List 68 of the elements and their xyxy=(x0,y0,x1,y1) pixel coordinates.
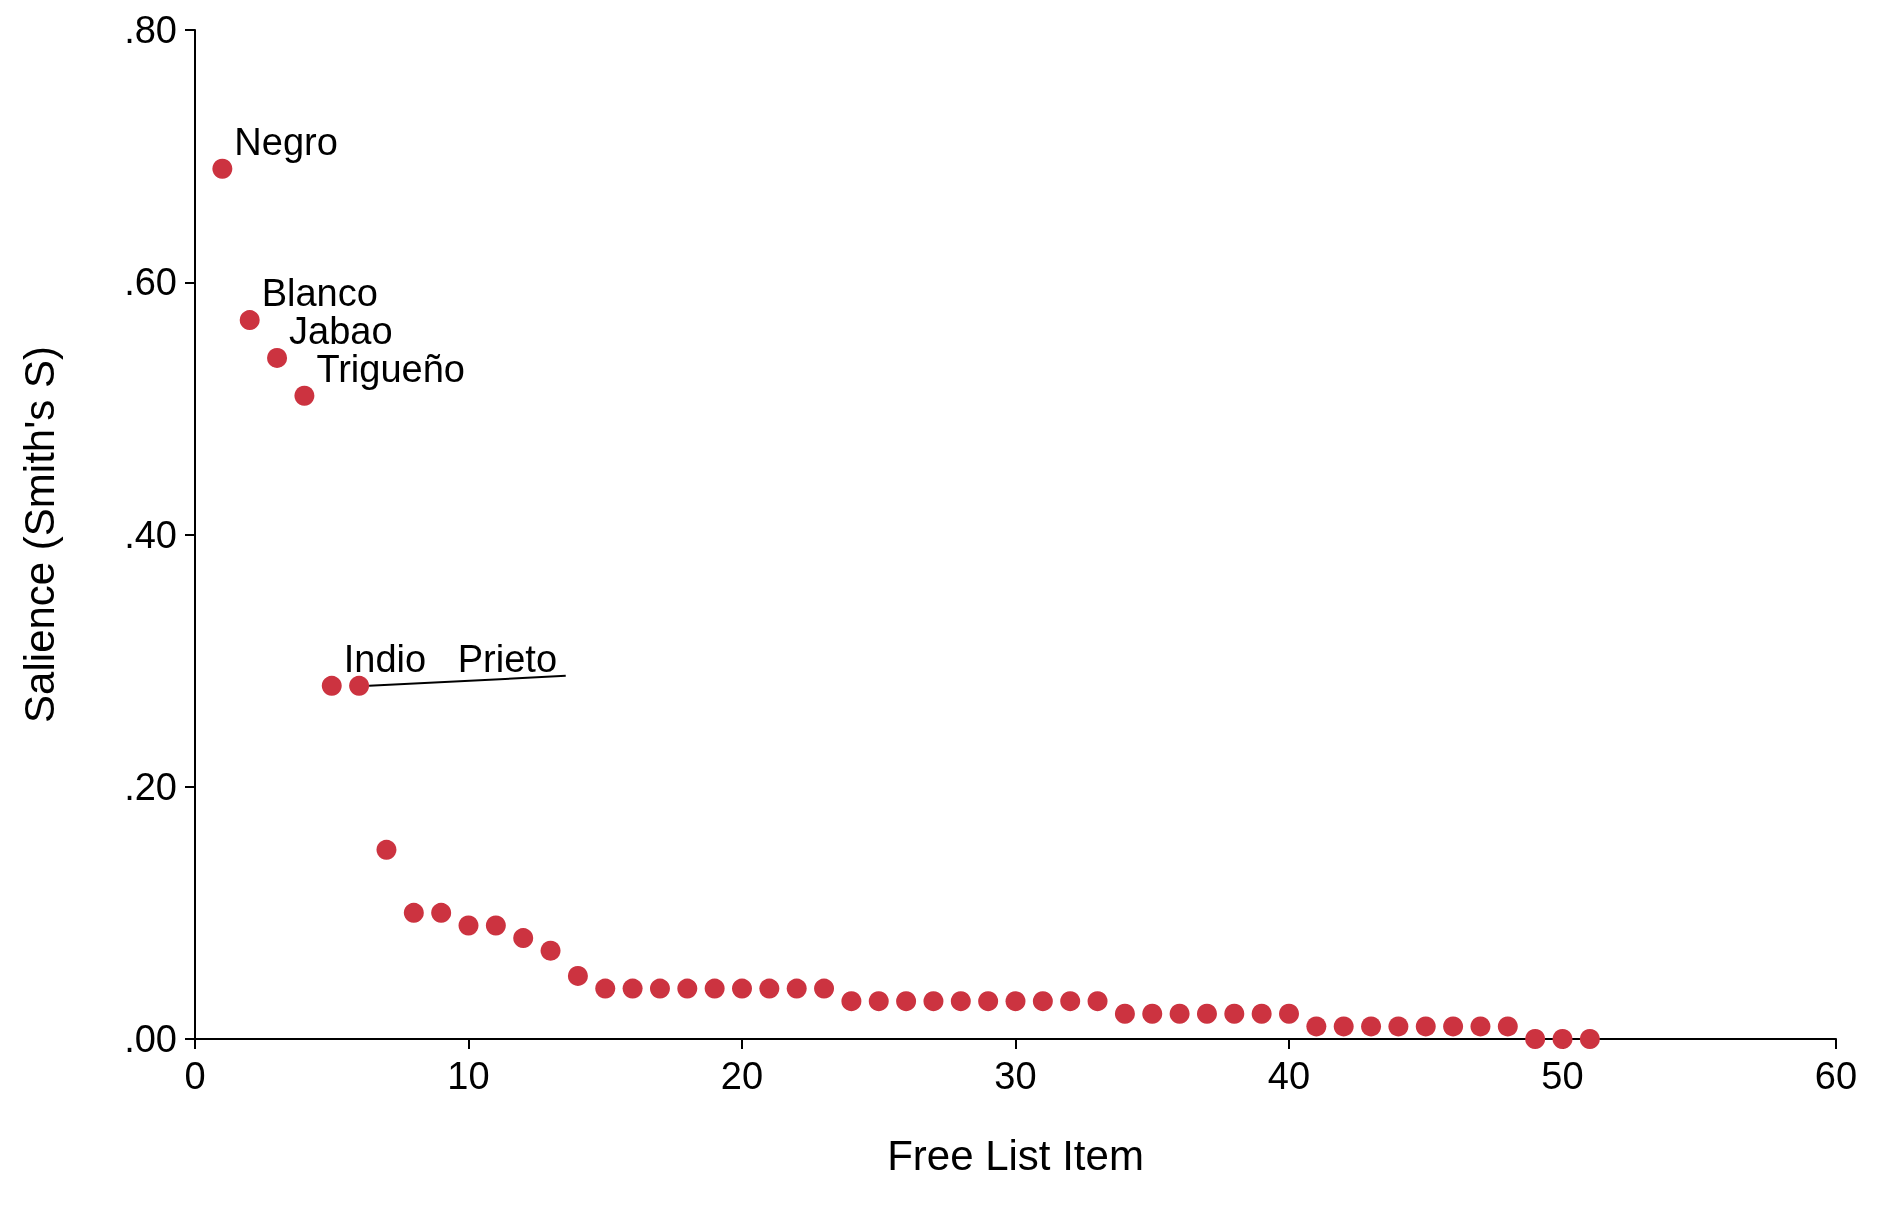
point xyxy=(403,902,424,923)
x-tick-label: 0 xyxy=(184,1055,206,1097)
point xyxy=(759,978,780,999)
point xyxy=(321,675,342,696)
point xyxy=(923,991,944,1012)
x-tick-label: 10 xyxy=(447,1055,490,1097)
point xyxy=(978,991,999,1012)
point xyxy=(267,347,288,368)
point xyxy=(1306,1016,1327,1037)
point xyxy=(1443,1016,1464,1037)
point xyxy=(1224,1003,1245,1024)
point xyxy=(732,978,752,999)
point xyxy=(1497,1016,1518,1037)
point xyxy=(841,991,862,1012)
x-tick-label: 30 xyxy=(994,1055,1037,1097)
x-tick-label: 60 xyxy=(1814,1055,1858,1097)
point xyxy=(458,915,479,936)
y-axis-title: Salience (Smith's S) xyxy=(15,346,63,723)
point xyxy=(513,928,534,949)
point xyxy=(485,915,506,936)
point xyxy=(567,965,588,986)
point xyxy=(1579,1029,1600,1049)
point xyxy=(1196,1003,1217,1024)
point xyxy=(1279,1003,1299,1024)
point xyxy=(1525,1029,1546,1049)
point xyxy=(1552,1029,1573,1049)
y-tick-label: .20 xyxy=(124,765,177,808)
y-tick-label: .80 xyxy=(124,9,177,51)
annotation: Indio xyxy=(343,637,427,680)
point xyxy=(704,978,725,999)
point xyxy=(1470,1016,1491,1037)
point xyxy=(868,991,889,1012)
annotation: Prieto xyxy=(457,637,558,680)
point xyxy=(1005,991,1026,1012)
x-tick-label: 20 xyxy=(720,1055,764,1097)
y-tick-label: .40 xyxy=(124,513,177,556)
point xyxy=(431,902,452,923)
point xyxy=(540,940,561,961)
point xyxy=(294,385,315,406)
point xyxy=(1333,1016,1354,1037)
x-tick-label: 50 xyxy=(1541,1055,1584,1097)
point xyxy=(677,978,698,999)
point xyxy=(1114,1003,1135,1024)
point xyxy=(239,310,260,331)
point xyxy=(595,978,616,999)
point xyxy=(1388,1016,1409,1037)
point xyxy=(814,978,835,999)
point xyxy=(349,675,370,696)
point xyxy=(1087,991,1108,1012)
y-tick-label: .00 xyxy=(124,1018,177,1060)
point xyxy=(212,158,233,179)
point xyxy=(376,839,397,860)
point xyxy=(950,991,971,1012)
x-axis-title: Free List Item xyxy=(887,1131,1144,1179)
point xyxy=(622,978,643,999)
point xyxy=(649,978,670,999)
x-tick-label: 40 xyxy=(1267,1055,1311,1097)
point xyxy=(1032,991,1053,1012)
point xyxy=(1361,1016,1382,1037)
annotation: Negro xyxy=(234,120,338,163)
point xyxy=(1060,991,1081,1012)
point xyxy=(896,991,917,1012)
point xyxy=(1169,1003,1190,1024)
point xyxy=(786,978,807,999)
point xyxy=(1251,1003,1272,1024)
point xyxy=(1142,1003,1163,1024)
y-tick-label: .60 xyxy=(124,261,177,304)
point xyxy=(1415,1016,1436,1037)
